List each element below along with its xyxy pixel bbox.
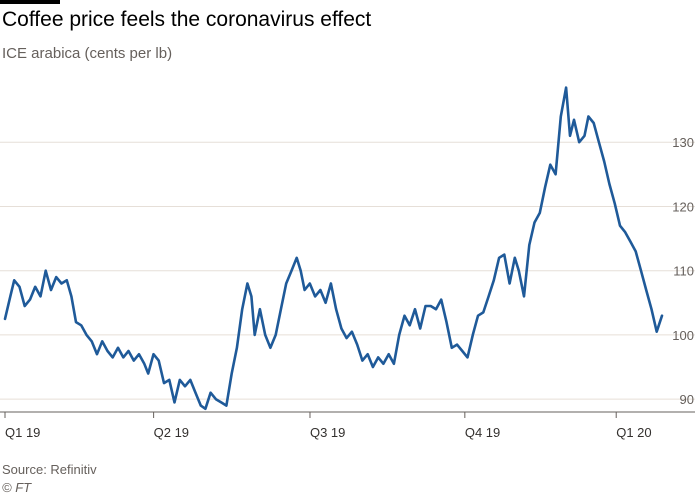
x-tick-label: Q3 19: [310, 425, 345, 440]
chart-title: Coffee price feels the coronavirus effec…: [2, 8, 372, 31]
chart-subtitle: ICE arabica (cents per lb): [2, 45, 173, 62]
x-tick-label: Q2 19: [154, 425, 189, 440]
y-tick-label: 130: [672, 135, 694, 150]
brand-rule: [0, 0, 60, 4]
y-tick-label: 90: [680, 392, 694, 407]
y-tick-label: 110: [673, 264, 694, 279]
x-tick-label: Q1 19: [5, 425, 40, 440]
line-chart: 90 100 110 120 130 Q1 19 Q2 19 Q3 19 Q4 19 Q1 20: [0, 86, 695, 440]
series-line-ice-arabica: [3, 86, 664, 411]
y-tick-label: 100: [672, 328, 694, 343]
y-tick-label: 120: [672, 199, 694, 214]
chart-copyright: © FT: [2, 480, 32, 495]
chart-source: Source: Refinitiv: [2, 462, 97, 477]
x-tick-label: Q4 19: [465, 425, 500, 440]
x-tick-label: Q1 20: [616, 425, 651, 440]
